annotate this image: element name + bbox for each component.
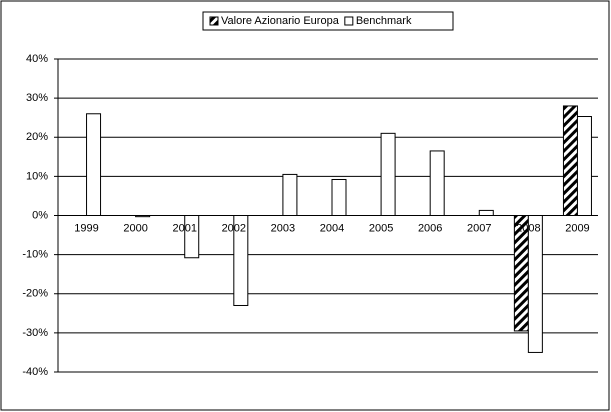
- x-tick-label: 2006: [418, 222, 442, 234]
- y-tick-label: 10%: [26, 170, 48, 182]
- bar: [184, 215, 200, 259]
- legend-swatch: [209, 16, 219, 26]
- x-tick-label: 2005: [369, 222, 393, 234]
- legend-box: [202, 11, 454, 31]
- y-tick-label: 20%: [26, 131, 48, 143]
- bar: [86, 113, 102, 216]
- x-tick-label: 2004: [320, 222, 344, 234]
- y-tick-label: 40%: [26, 53, 48, 65]
- y-tick-label: 0%: [32, 209, 48, 221]
- y-tick-label: -20%: [22, 288, 48, 300]
- legend-label: Benchmark: [356, 15, 412, 27]
- x-tick-label: 2002: [222, 222, 246, 234]
- x-tick-label: 1999: [74, 222, 98, 234]
- x-tick-label: 2008: [516, 222, 540, 234]
- y-tick-label: 30%: [26, 92, 48, 104]
- x-tick-label: 2009: [565, 222, 589, 234]
- x-tick-label: 2007: [467, 222, 491, 234]
- bar: [562, 105, 578, 216]
- bar: [380, 132, 396, 216]
- y-tick-label: -10%: [22, 249, 48, 261]
- bar: [331, 179, 347, 217]
- bar: [282, 173, 298, 216]
- bar: [135, 215, 151, 218]
- y-tick-label: -40%: [22, 366, 48, 378]
- bar: [478, 209, 494, 217]
- x-tick-label: 2000: [123, 222, 147, 234]
- legend-swatch: [344, 16, 354, 26]
- x-tick-label: 2003: [271, 222, 295, 234]
- x-tick-label: 2001: [172, 222, 196, 234]
- y-tick-label: -30%: [22, 327, 48, 339]
- legend-label: Valore Azionario Europa: [221, 15, 340, 27]
- bar: [429, 150, 445, 217]
- bar: [576, 116, 592, 216]
- bar: [527, 215, 543, 353]
- bar: [233, 215, 249, 306]
